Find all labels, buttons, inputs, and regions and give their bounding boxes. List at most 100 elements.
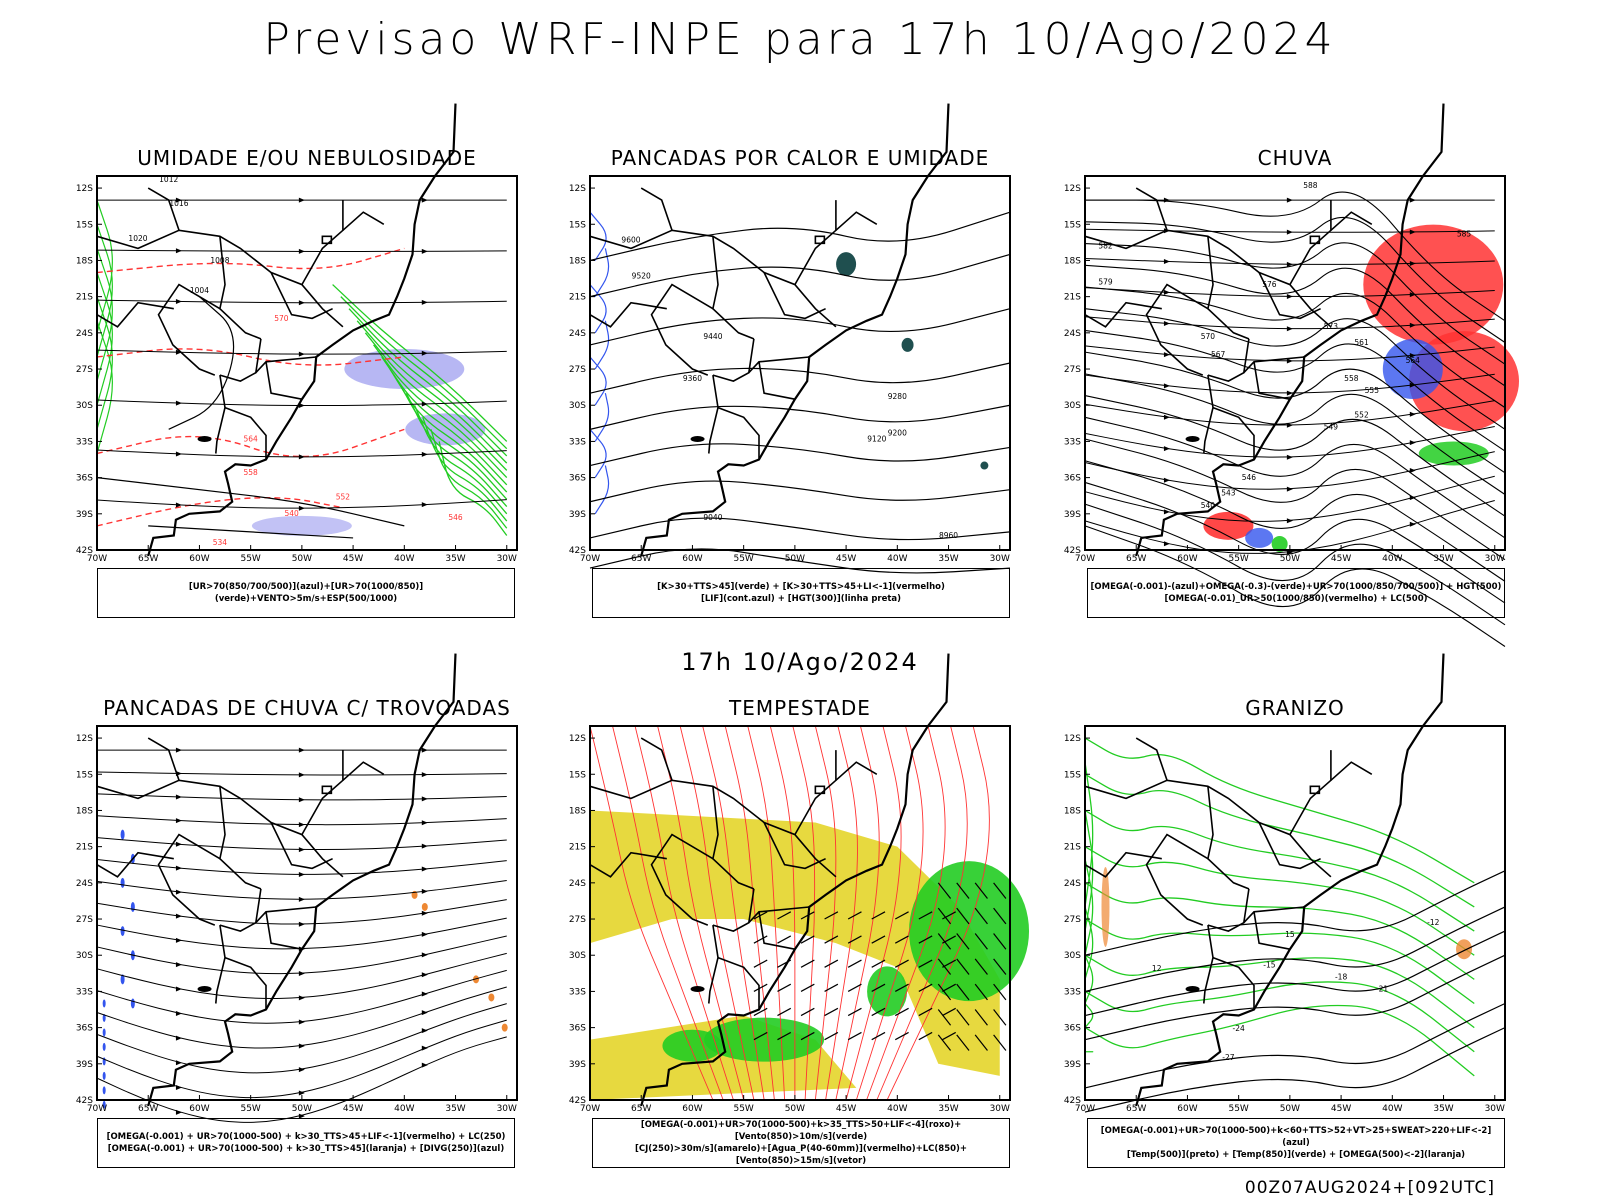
streamline-arrow [421,972,428,978]
moisture-area-upper [251,515,352,536]
streamline-arrow [175,1011,182,1017]
instability-area [980,461,989,470]
state-border [157,833,221,926]
contour-label: 549 [1324,422,1339,431]
wind-vector [800,959,815,968]
federal-district [814,235,826,245]
state-border [763,822,826,870]
state-border [1084,779,1332,878]
temp500-contour [1084,954,1506,1041]
model-run-stamp: 00Z07AUG2024+[092UTC] [1244,1178,1495,1198]
state-border [1207,338,1250,382]
streamline-arrow [1286,422,1293,428]
thickness-contour [96,247,405,274]
streamline-arrow [421,747,428,753]
hgt500-contour [1084,329,1506,452]
state-border [265,361,303,400]
wind-vector [942,983,956,992]
moisture-contour-lower [389,368,508,493]
lat-tick-label: 42S [1064,1096,1081,1106]
lc850-streamline [866,725,946,1101]
streamline-arrow [1409,260,1416,266]
lc850-streamline [845,725,902,1101]
state-border [1330,211,1373,231]
hgt-contour [589,362,1011,394]
contour-label: 540 [1201,501,1216,510]
wind-vector [956,1009,970,1026]
wind-vector [847,911,862,920]
state-border [758,361,796,400]
temp850-contour [1084,882,1475,980]
moisture-contour-lower [348,308,508,457]
lat-tick-label: 27S [76,365,93,375]
wind-vector [753,1031,768,1041]
omega-area [1245,527,1274,548]
wind-vector [847,935,862,944]
hgt500-contour [1084,264,1506,387]
thickness-contour [96,348,405,366]
divergence-mark [102,1013,106,1022]
state-border [1203,374,1214,454]
lon-tick-label: 55W [1228,1104,1248,1114]
lat-tick-label: 12S [1064,734,1081,744]
state-border [1084,851,1162,878]
lif-contour [594,393,610,442]
legend-trovoadas: [OMEGA(-0.001) + UR>70(1000-500) + k>30_… [97,1118,515,1168]
wind-vector [871,983,886,992]
lon-tick-label: 40W [394,554,414,564]
wind-vector [847,983,862,992]
wind-vector [777,983,792,992]
wind-vector [956,933,970,950]
lon-tick-label: 65W [631,1104,651,1114]
lat-tick-label: 42S [1064,546,1081,556]
lat-tick-label: 33S [1064,437,1081,447]
legend-granizo: [OMEGA(-0.001)+UR>70(1000-500)+k<60+TTS>… [1087,1118,1505,1168]
lon-tick-label: 55W [240,554,260,564]
legend-chuva: [OMEGA(-0.001)-(azul)+OMEGA(-0.3)-(verde… [1087,568,1505,618]
lc850-streamline [679,725,755,1101]
map-frame [589,725,1011,1101]
lon-tick-label: 45W [836,1104,856,1114]
wind-vector [753,911,768,920]
lon-tick-label: 50W [292,554,312,564]
state-border [794,200,837,285]
contour-label: 552 [336,492,351,501]
streamline-arrow [421,991,428,997]
lc250-streamline [96,1019,507,1099]
lat-tick-label: 30S [569,951,586,961]
state-border [1289,200,1332,285]
legend-line: [CJ(250)>30m/s](amarelo)+[Agua_P(40-60mm… [634,1144,968,1166]
federal-district [321,785,333,795]
lat-tick-label: 12S [569,734,586,744]
streamline-arrow [298,995,305,1001]
streamline-arrow [1286,518,1293,524]
lon-tick-label: 50W [1280,554,1300,564]
pressure-contour [148,525,354,539]
lat-tick-label: 42S [569,1096,586,1106]
wind-vector [942,1031,956,1041]
contour-label: 558 [1344,374,1359,383]
streamline-arrow [298,822,305,828]
lon-tick-label: 50W [785,554,805,564]
legend-pancadas-calor: [K>30+TTS>45](verde) + [K>30+TTS>45+LI<-… [592,568,1010,618]
streamline-arrow [421,772,428,778]
panel-title-chuva: CHUVA [1257,146,1333,170]
contour-label: 1016 [169,199,188,208]
streamline-arrow [298,505,305,511]
streamline-arrow [1409,229,1416,235]
forecast-time-label: 17h 10/Ago/2024 [681,648,919,676]
wind-vector [96,249,507,252]
moisture-contour-lower [332,284,508,442]
moisture-contour-lower [96,199,113,334]
wind-vector [871,1007,886,1017]
divergence-mark [102,999,106,1008]
moisture-contour-lower [96,224,113,358]
hgt500-contour [1084,460,1506,582]
lat-tick-label: 18S [76,256,93,266]
state-border [157,283,221,376]
lon-tick-label: 60W [189,554,209,564]
pressure-contour [96,477,405,527]
hgt500-contour [1084,373,1506,495]
streamline-arrow [175,986,182,992]
